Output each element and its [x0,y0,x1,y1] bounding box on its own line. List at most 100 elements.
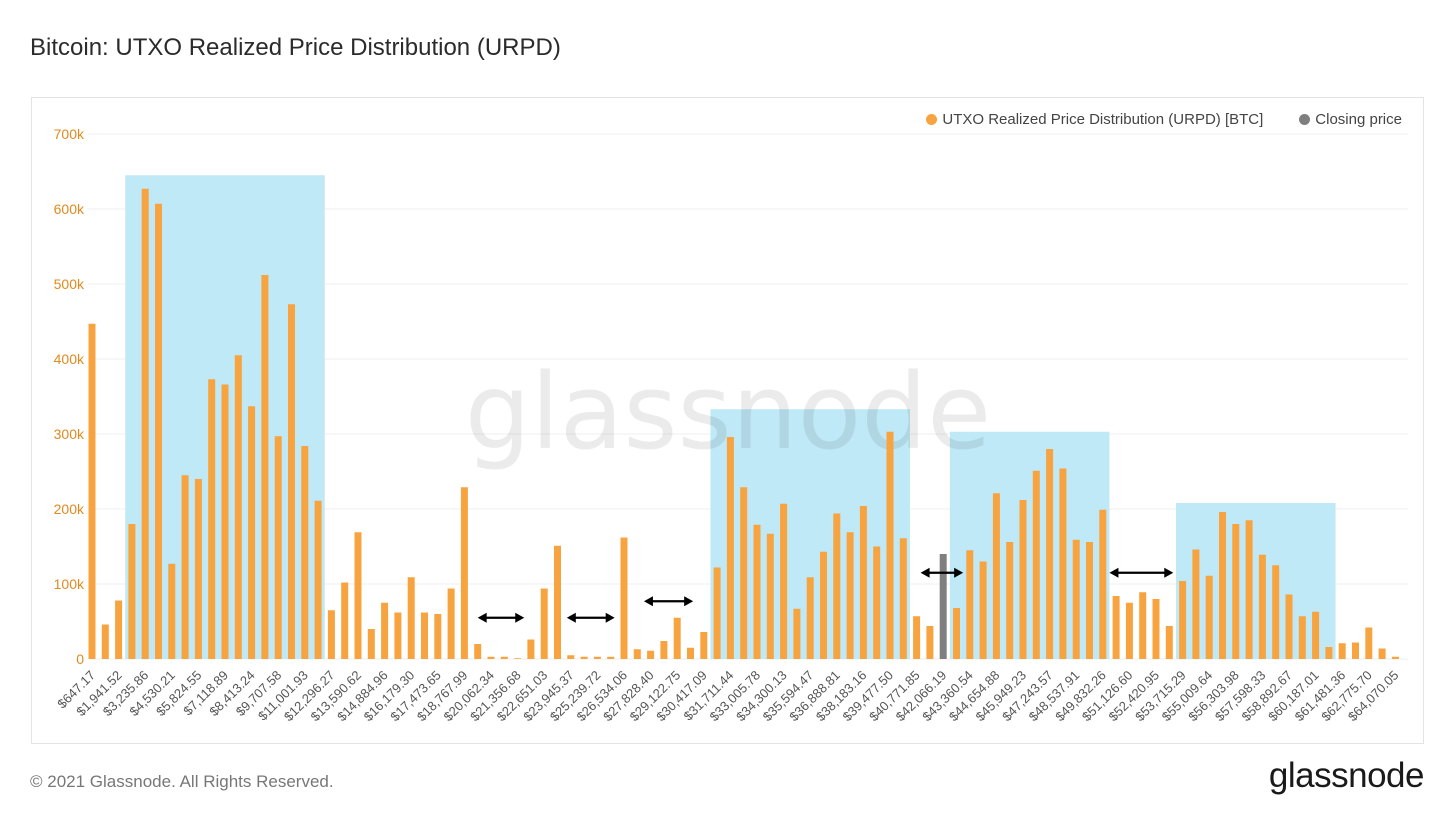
y-tick-label: 300k [54,426,85,442]
urpd-bar [248,406,256,659]
urpd-bar [540,588,548,659]
arrow-right-head-icon [1164,567,1174,578]
urpd-bar [487,656,495,659]
urpd-bar [514,658,522,659]
urpd-bar [1125,602,1133,659]
urpd-bar [1152,599,1160,659]
arrow-right-head-icon [515,612,525,623]
copyright-footer: © 2021 Glassnode. All Rights Reserved. [30,772,334,791]
urpd-bar [740,487,748,659]
arrow-left-head-icon [920,567,930,578]
urpd-bar [926,626,934,659]
urpd-bar [1365,627,1373,659]
arrow-left-head-icon [643,596,653,607]
urpd-bar [1099,509,1107,659]
urpd-bar [806,577,814,659]
urpd-bar [859,506,867,659]
urpd-bar [873,546,881,659]
urpd-bar [1285,594,1293,659]
urpd-bar [846,532,854,659]
arrow-right-head-icon [684,596,694,607]
legend-gray-dot-icon [1299,114,1311,125]
urpd-bar [354,532,362,659]
urpd-bar [474,644,482,659]
urpd-bar [1046,449,1054,659]
urpd-bar [1338,643,1346,659]
urpd-bar [1232,524,1240,659]
arrow-left-head-icon [566,612,576,623]
urpd-bar [101,624,109,659]
urpd-bar [1391,656,1399,659]
urpd-bar [128,524,136,659]
urpd-bar [1192,549,1200,659]
urpd-bar [1272,565,1280,659]
urpd-bar [1139,592,1147,659]
y-tick-label: 500k [54,276,85,292]
urpd-bar [580,656,588,659]
urpd-bar [1312,611,1320,659]
closing-price-bar [939,554,947,659]
urpd-bar [966,550,974,659]
urpd-bar [314,500,322,659]
urpd-bar [1006,542,1014,659]
urpd-bar [593,656,601,659]
urpd-bar [527,639,535,659]
urpd-bar [394,612,402,659]
urpd-bar [620,537,628,659]
arrow-left-head-icon [1109,567,1119,578]
urpd-bar [1019,500,1027,659]
chart-frame [31,97,1424,744]
urpd-bar [194,479,202,659]
arrow-right-head-icon [954,567,964,578]
urpd-bar [726,437,734,659]
urpd-bar [1325,647,1333,659]
urpd-bar [979,561,987,659]
y-tick-label: 400k [54,351,85,367]
urpd-bar [221,384,229,659]
urpd-bar [115,600,123,659]
urpd-bar [234,355,242,659]
urpd-bar [1179,581,1187,659]
urpd-bar [1072,539,1080,659]
urpd-bar [793,608,801,659]
y-tick-label: 600k [54,201,85,217]
urpd-bar [700,632,708,659]
urpd-bar [447,588,455,659]
legend-orange-dot-icon [926,114,938,125]
urpd-bar [1086,542,1093,659]
urpd-bar [554,545,561,659]
urpd-bar [460,487,468,659]
urpd-bar [1205,575,1213,659]
urpd-bar [367,629,375,659]
urpd-bar [1219,512,1226,659]
urpd-bar [1258,554,1266,659]
arrow-left-head-icon [477,612,487,623]
urpd-bar [1165,626,1173,659]
urpd-bar [886,431,894,659]
urpd-bar [1032,470,1040,659]
legend-label-urpd: UTXO Realized Price Distribution (URPD) … [942,111,1264,128]
urpd-bar [434,614,442,659]
urpd-bar [833,513,841,659]
urpd-bar [953,608,960,659]
urpd-bar [633,649,641,659]
urpd-bar [88,323,96,659]
y-tick-label: 100k [54,576,85,592]
y-tick-label: 700k [54,126,85,142]
arrow-right-head-icon [605,612,615,623]
urpd-bar [820,551,827,659]
y-tick-label: 200k [54,501,85,517]
urpd-bar [1112,596,1120,659]
legend-item-urpd[interactable]: UTXO Realized Price Distribution (URPD) … [926,111,1263,128]
urpd-bar [780,503,788,659]
urpd-bar [1378,648,1386,659]
urpd-bar [327,610,335,659]
urpd-bar [766,533,774,659]
urpd-bar [1298,616,1306,659]
page-title: Bitcoin: UTXO Realized Price Distributio… [30,34,561,61]
highlight-range [949,431,1110,659]
glassnode-logo: glassnode [1268,756,1425,795]
legend-item-closing-price[interactable]: Closing price [1299,111,1402,128]
chart-legend: UTXO Realized Price Distribution (URPD) … [926,111,1402,128]
